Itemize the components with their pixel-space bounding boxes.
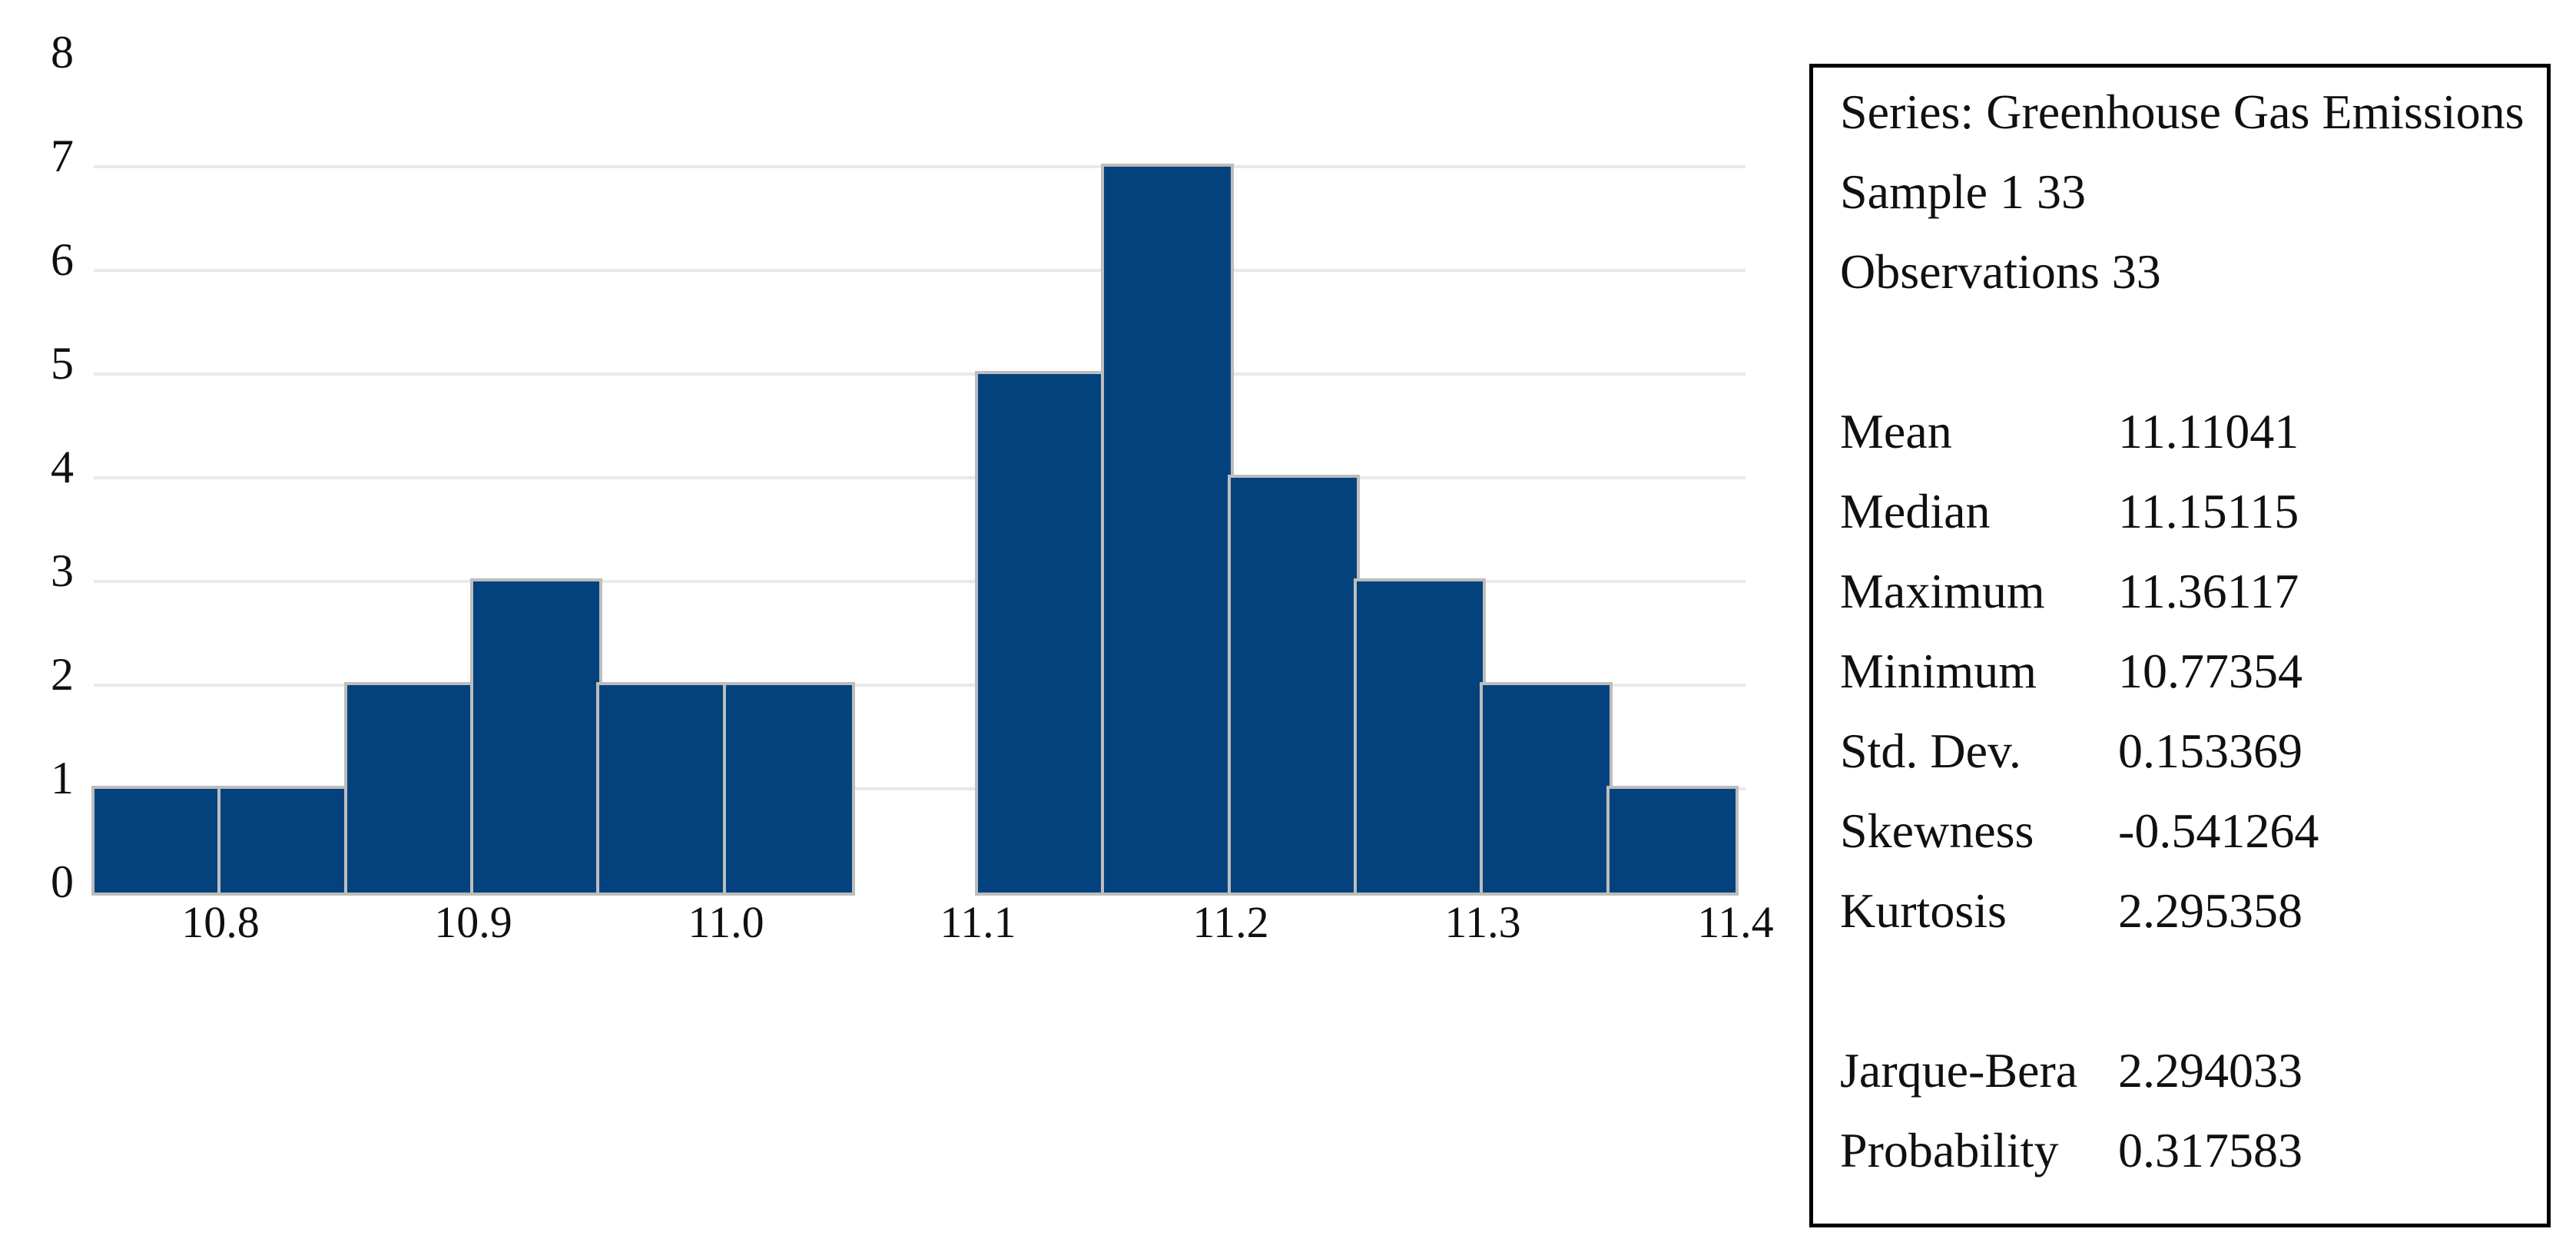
histogram-bar bbox=[217, 786, 350, 896]
x-axis-tick-label: 11.3 bbox=[1444, 897, 1521, 947]
sample-range: Sample 1 33 bbox=[1840, 164, 2086, 219]
stat-label: Jarque-Bera bbox=[1840, 1043, 2078, 1098]
histogram-bar bbox=[1480, 682, 1613, 896]
histogram-bar bbox=[470, 578, 602, 896]
x-axis-tick-label: 10.9 bbox=[434, 897, 512, 947]
stat-row-median: Median 11.15115 bbox=[1840, 472, 2539, 551]
stat-row-std-dev: Std. Dev. 0.153369 bbox=[1840, 711, 2539, 791]
x-axis-tick-label: 11.4 bbox=[1697, 897, 1774, 947]
gridline bbox=[94, 684, 1746, 687]
y-axis-tick-label: 4 bbox=[51, 442, 74, 492]
observations-count: Observations 33 bbox=[1840, 244, 2161, 299]
stat-row-jarque-bera: Jarque-Bera 2.294033 bbox=[1840, 1031, 2539, 1111]
x-axis-tick-label: 11.0 bbox=[688, 897, 764, 947]
stat-label: Minimum bbox=[1840, 644, 2037, 698]
series-title: Series: Greenhouse Gas Emissions bbox=[1840, 84, 2525, 139]
stat-value: -0.541264 bbox=[2118, 803, 2319, 858]
stat-value: 2.294033 bbox=[2118, 1043, 2302, 1098]
histogram-bar bbox=[975, 371, 1107, 896]
x-axis-tick-label: 11.1 bbox=[940, 897, 1016, 947]
histogram-bar bbox=[1101, 164, 1234, 896]
y-axis-tick-label: 0 bbox=[51, 856, 74, 907]
stat-row-minimum: Minimum 10.77354 bbox=[1840, 631, 2539, 711]
gridline bbox=[94, 580, 1746, 583]
gridline bbox=[94, 165, 1746, 168]
stat-value: 11.15115 bbox=[2118, 484, 2299, 538]
histogram-bar bbox=[91, 786, 224, 896]
spacer bbox=[1840, 951, 2539, 1031]
gridline bbox=[94, 269, 1746, 272]
stat-label: Maximum bbox=[1840, 564, 2045, 618]
x-axis-tick-label: 10.8 bbox=[181, 897, 260, 947]
stat-row-kurtosis: Kurtosis 2.295358 bbox=[1840, 871, 2539, 951]
stat-label: Mean bbox=[1840, 404, 1952, 459]
histogram-bar bbox=[1228, 475, 1360, 896]
stat-value: 11.36117 bbox=[2118, 564, 2299, 618]
stat-row-mean: Mean 11.11041 bbox=[1840, 392, 2539, 472]
stat-value: 0.153369 bbox=[2118, 724, 2302, 778]
y-axis-tick-label: 3 bbox=[51, 545, 74, 596]
histogram-bar bbox=[344, 682, 476, 896]
stat-value: 10.77354 bbox=[2118, 644, 2302, 698]
stat-value: 0.317583 bbox=[2118, 1123, 2302, 1177]
histogram-bar bbox=[723, 682, 855, 896]
stat-value: 11.11041 bbox=[2118, 404, 2299, 459]
stat-label: Skewness bbox=[1840, 803, 2034, 858]
y-axis-tick-label: 2 bbox=[51, 649, 74, 700]
x-axis-tick-label: 11.2 bbox=[1192, 897, 1269, 947]
y-axis-tick-label: 8 bbox=[51, 27, 74, 78]
histogram-bar bbox=[1606, 786, 1739, 896]
stat-label: Median bbox=[1840, 484, 1991, 538]
stat-label: Probability bbox=[1840, 1123, 2059, 1177]
y-axis-tick-label: 1 bbox=[51, 753, 74, 803]
y-axis-tick-label: 5 bbox=[51, 338, 74, 389]
stat-label: Kurtosis bbox=[1840, 883, 2007, 938]
gridline bbox=[94, 373, 1746, 376]
stat-row-skewness: Skewness -0.541264 bbox=[1840, 791, 2539, 871]
stats-panel: Series: Greenhouse Gas Emissions Sample … bbox=[1809, 64, 2551, 1227]
stat-value: 2.295358 bbox=[2118, 883, 2302, 938]
histogram-bar bbox=[1354, 578, 1486, 896]
histogram-bar bbox=[596, 682, 729, 896]
y-axis-tick-label: 7 bbox=[51, 131, 74, 181]
gridline bbox=[94, 476, 1746, 479]
gridline bbox=[94, 787, 1746, 790]
spacer bbox=[1840, 312, 2539, 392]
stat-row-probability: Probability 0.317583 bbox=[1840, 1111, 2539, 1191]
stat-label: Std. Dev. bbox=[1840, 724, 2021, 778]
y-axis-tick-label: 6 bbox=[51, 234, 74, 285]
stat-row-maximum: Maximum 11.36117 bbox=[1840, 551, 2539, 631]
